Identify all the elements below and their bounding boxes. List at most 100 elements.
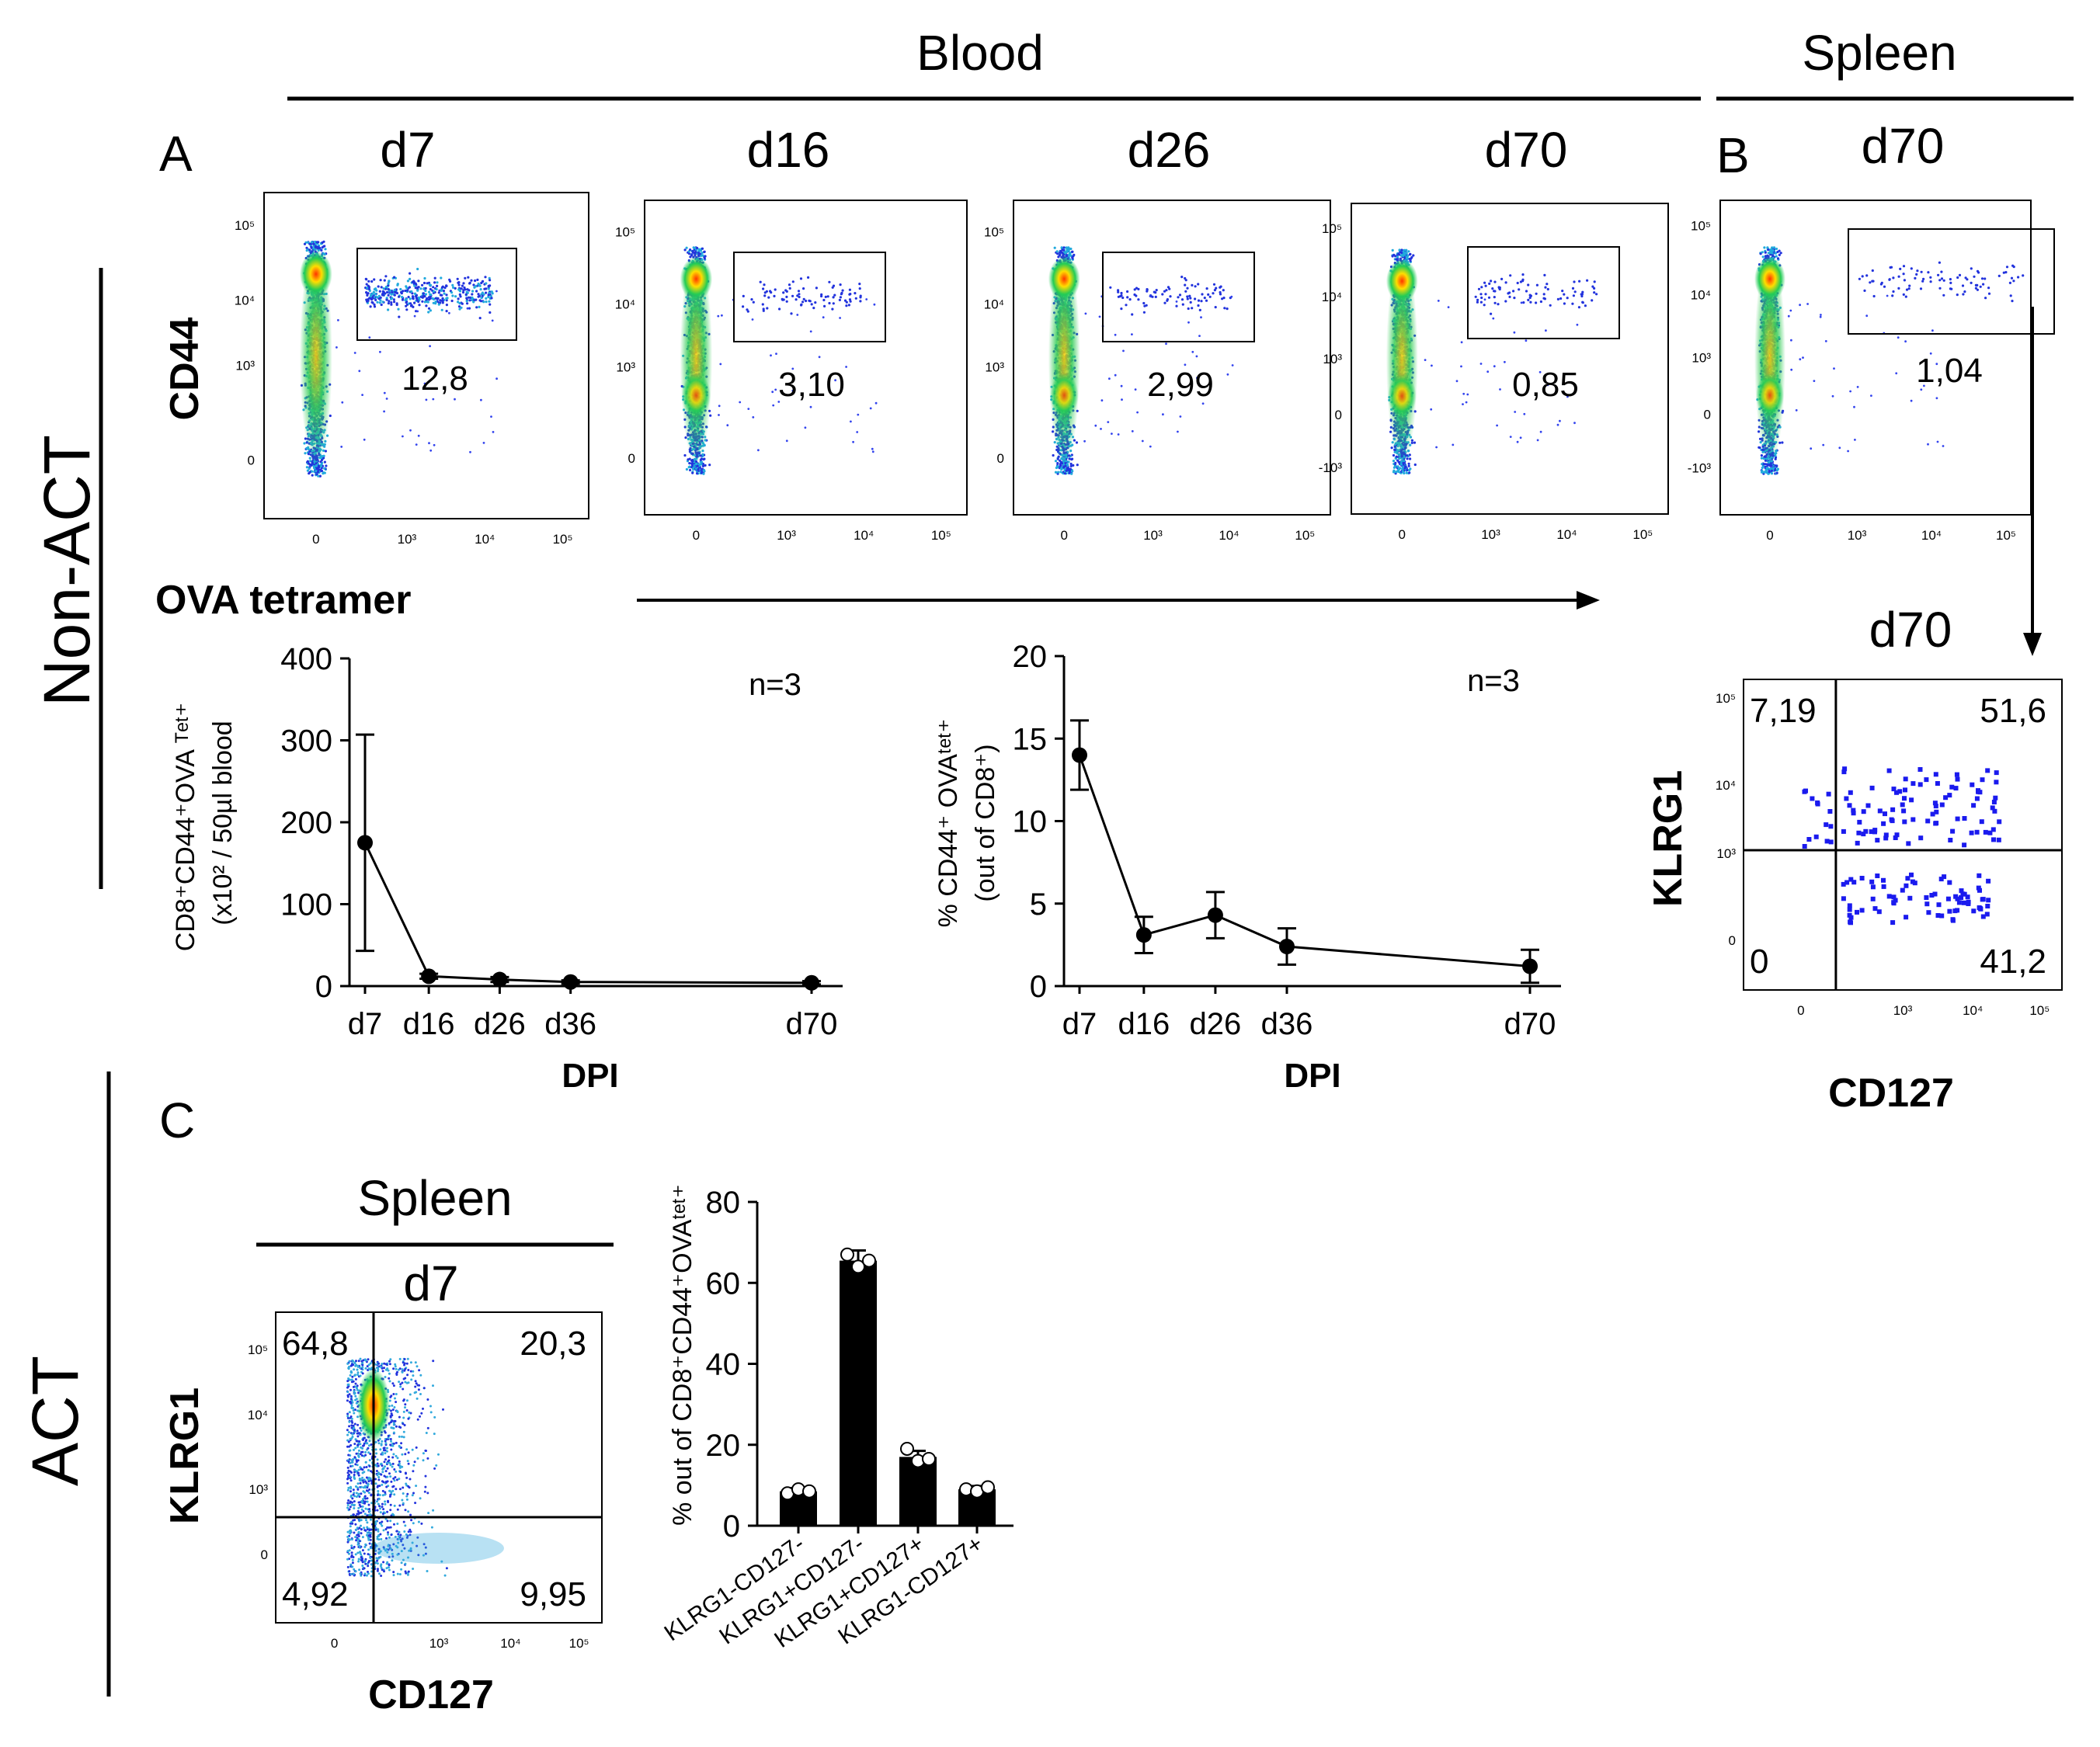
- flow-event-dot: [690, 462, 694, 465]
- x-tick-label: 10⁴: [475, 532, 495, 547]
- gated-event-dot: [378, 290, 381, 293]
- gated-event-dot: [1165, 289, 1168, 292]
- gated-event-dot: [433, 276, 436, 280]
- gated-event-dot: [393, 300, 396, 304]
- flow-event-dot: [1056, 465, 1059, 468]
- gated-event-dot: [478, 299, 482, 302]
- flow-event-dot: [685, 467, 689, 471]
- gated-event-dot: [443, 292, 446, 295]
- gated-event-dot: [450, 299, 454, 303]
- y-tick-label: 0: [628, 451, 635, 466]
- gated-event-dot: [407, 295, 410, 299]
- scatter-event-dot: [358, 370, 361, 373]
- scatter-event-dot: [852, 440, 854, 443]
- scatter-event-dot: [353, 352, 356, 354]
- gated-event-dot: [485, 297, 488, 300]
- flow-event-dot: [1062, 466, 1066, 469]
- gated-event-dot: [828, 280, 831, 283]
- gated-event-dot: [416, 267, 419, 271]
- flow-event-dot: [1072, 464, 1075, 467]
- gated-event-dot: [1197, 283, 1200, 286]
- gated-event-dot: [485, 282, 488, 285]
- y-tick-label: 0: [1335, 408, 1342, 422]
- gated-event-dot: [797, 290, 801, 293]
- gated-event-dot: [397, 295, 401, 298]
- flow-event-dot: [1068, 247, 1071, 251]
- density-hotspot: [681, 373, 711, 418]
- gated-event-dot: [858, 283, 861, 286]
- gated-event-dot: [782, 291, 785, 294]
- gated-event-dot: [445, 293, 448, 297]
- scatter-event-dot: [495, 377, 498, 380]
- gated-event-dot: [471, 290, 475, 293]
- gated-event-dot: [387, 293, 390, 297]
- flow-event-dot: [1055, 250, 1059, 253]
- gated-event-dot: [401, 298, 405, 301]
- scatter-event-dot: [770, 354, 772, 357]
- gated-event-dot: [485, 287, 488, 290]
- scatter-event-dot: [1162, 413, 1164, 416]
- scatter-event-dot: [428, 442, 430, 445]
- gated-event-dot: [365, 298, 368, 301]
- x-tick-label: 10³: [398, 532, 417, 547]
- y-tick-label: 10⁵: [235, 218, 255, 233]
- gate-percent: 12,8: [402, 359, 468, 398]
- gated-event-dot: [418, 304, 421, 307]
- gated-event-dot: [1155, 289, 1158, 292]
- gated-event-dot: [1189, 300, 1192, 304]
- scatter-event-dot: [1083, 439, 1086, 443]
- scatter-event-dot: [1111, 432, 1113, 435]
- flow-event-dot: [1056, 462, 1059, 465]
- timepoint-label-spleen-d70: d70: [1862, 118, 1945, 174]
- gated-event-dot: [1143, 304, 1146, 307]
- gated-event-dot: [1154, 291, 1157, 294]
- gated-event-dot: [488, 311, 492, 314]
- gated-event-dot: [366, 287, 369, 290]
- density-hotspot: [1049, 373, 1079, 418]
- scatter-event-dot: [492, 431, 495, 433]
- scatter-event-dot: [469, 450, 471, 453]
- gated-event-dot: [1226, 307, 1229, 311]
- scatter-event-dot: [839, 317, 841, 319]
- gated-event-dot: [390, 301, 393, 304]
- gated-event-dot: [490, 290, 493, 293]
- gated-event-dot: [1166, 298, 1169, 301]
- gated-event-dot: [831, 286, 834, 289]
- gated-event-dot: [820, 293, 823, 296]
- flow-event-dot: [324, 248, 327, 251]
- gated-event-dot: [1212, 292, 1215, 295]
- gated-event-dot: [396, 283, 399, 286]
- gated-event-dot: [1120, 291, 1123, 295]
- x-tick-label: 10³: [777, 528, 796, 543]
- gated-event-dot: [422, 294, 425, 297]
- flow-event-dot: [1069, 252, 1072, 255]
- gated-event-dot: [461, 290, 465, 294]
- gated-event-dot: [1142, 301, 1146, 305]
- scatter-event-dot: [1098, 315, 1101, 318]
- gated-event-dot: [426, 297, 429, 300]
- flow-event-dot: [303, 442, 306, 445]
- flow-event-dot: [689, 248, 692, 252]
- x-tick-label: 10⁴: [1219, 528, 1239, 543]
- gated-event-dot: [440, 276, 443, 280]
- gated-event-dot: [429, 283, 433, 287]
- scatter-event-dot: [871, 450, 874, 453]
- scatter-event-dot: [1136, 411, 1139, 414]
- flow-event-dot: [1054, 460, 1058, 463]
- x-tick-label: 10³: [1481, 527, 1500, 542]
- gated-event-dot: [1163, 301, 1166, 304]
- gated-event-dot: [383, 279, 386, 282]
- flow-event-dot: [310, 241, 314, 244]
- gated-event-dot: [854, 292, 857, 295]
- scatter-event-dot: [874, 401, 878, 405]
- flow-event-dot: [704, 464, 707, 467]
- flow-event-dot: [323, 245, 326, 248]
- gated-event-dot: [369, 297, 373, 300]
- gated-event-dot: [406, 289, 409, 292]
- gated-event-dot: [815, 287, 818, 290]
- gated-event-dot: [750, 298, 753, 301]
- gated-event-dot: [488, 279, 492, 282]
- gated-event-dot: [436, 284, 439, 287]
